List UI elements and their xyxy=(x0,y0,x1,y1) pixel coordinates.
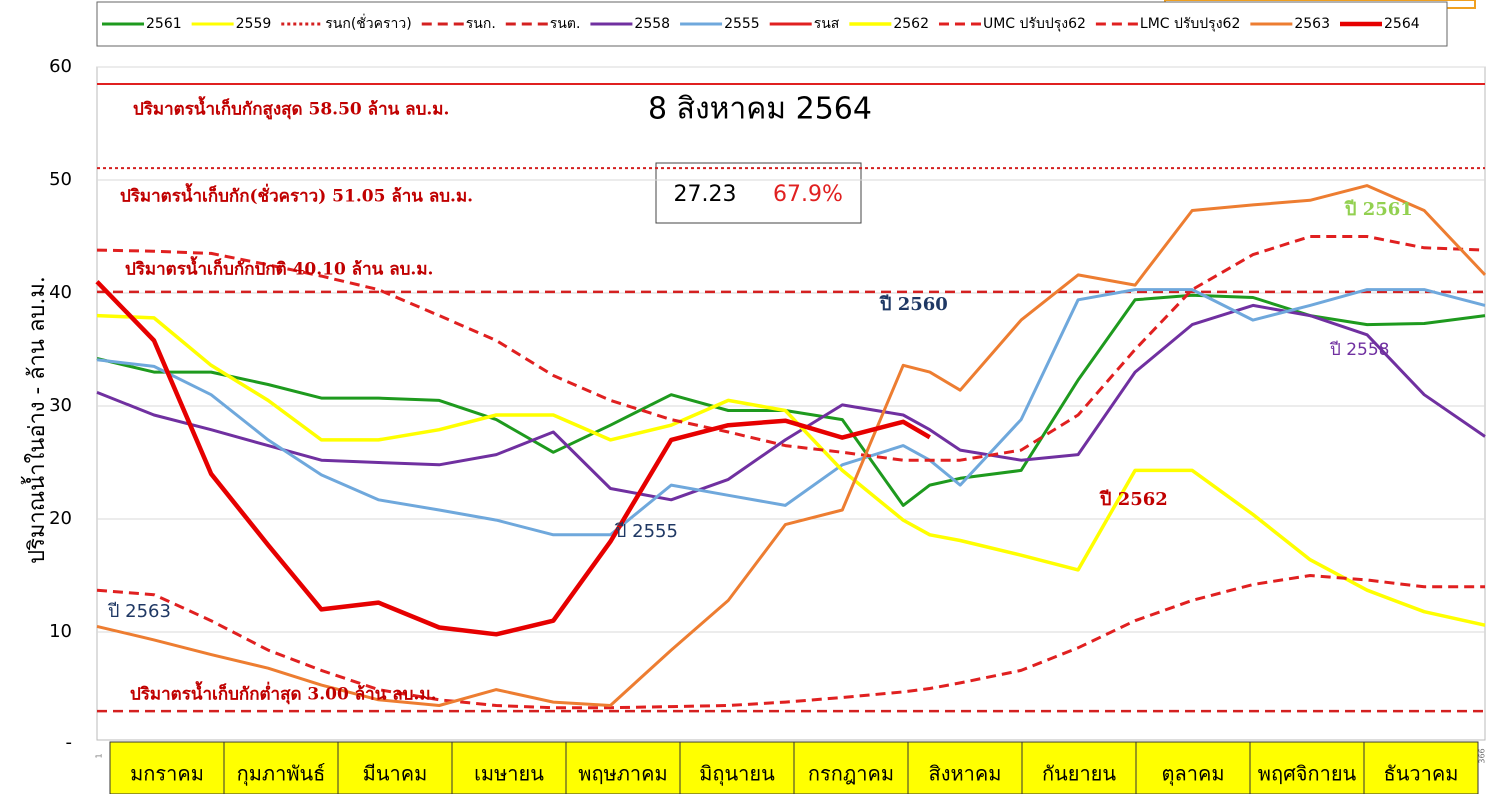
legend-label: รนก(ชั่วคราว) xyxy=(325,14,411,32)
legend-label: 2559 xyxy=(236,16,272,32)
annotation: ปี 2560 xyxy=(879,294,948,315)
annotation: ปี 2563 xyxy=(108,601,171,622)
legend-label: LMC ปรับปรุง62 xyxy=(1140,16,1240,32)
legend-label: รนส xyxy=(814,16,840,32)
month-label: พฤษภาคม xyxy=(578,762,667,786)
current-percent: 67.9% xyxy=(773,182,843,207)
series-line xyxy=(95,280,931,637)
annotation: ปริมาตรน้ำเก็บกักปกติ 40.10 ล้าน ลบ.ม. xyxy=(125,256,433,280)
legend-label: 2558 xyxy=(634,16,670,32)
x-tick-label: 1 xyxy=(95,753,104,758)
month-box xyxy=(451,741,567,795)
legend-label: 2555 xyxy=(724,16,760,32)
legend-label: 2564 xyxy=(1384,16,1420,32)
month-box xyxy=(1363,741,1479,795)
legend-box xyxy=(96,1,1448,47)
annotation: ปริมาตรน้ำเก็บกักต่ำสุด 3.00 ล้าน ลบ.ม. xyxy=(130,681,437,705)
y-tick-label: 40 xyxy=(49,282,72,303)
series-line xyxy=(96,288,1486,537)
y-tick-label: 50 xyxy=(49,169,72,190)
month-label: กุมภาพันธ์ xyxy=(237,762,326,787)
legend-label: 2562 xyxy=(893,16,929,32)
month-label: มกราคม xyxy=(130,762,204,786)
series-line xyxy=(96,574,1485,710)
legend-label: 2563 xyxy=(1294,16,1330,32)
month-label: เมษายน xyxy=(474,762,544,786)
month-label: พฤศจิกายน xyxy=(1258,762,1357,786)
month-label: มีนาคม xyxy=(363,762,428,786)
series-line xyxy=(96,293,1486,507)
series-line xyxy=(96,313,1486,627)
legend-label: UMC ปรับปรุง62 xyxy=(983,16,1086,32)
chart-title: 8 สิงหาคม 2564 xyxy=(648,92,872,127)
annotation: ปี 2562 xyxy=(1099,489,1168,510)
y-tick-label: - xyxy=(66,732,73,753)
annotation: ปี 2558 xyxy=(1329,340,1389,360)
month-box xyxy=(1021,741,1137,795)
month-box xyxy=(565,741,681,795)
month-label: กันยายน xyxy=(1042,762,1116,786)
month-box xyxy=(337,741,453,795)
month-label: สิงหาคม xyxy=(929,762,1002,786)
month-label: กรกฎาคม xyxy=(808,762,894,786)
y-tick-label: 10 xyxy=(49,621,72,642)
month-label: มิถุนายน xyxy=(699,762,775,787)
month-label: ตุลาคม xyxy=(1161,762,1224,787)
month-box xyxy=(1135,741,1251,795)
value-box xyxy=(655,162,862,224)
annotation: ปริมาตรน้ำเก็บกักสูงสุด 58.50 ล้าน ลบ.ม. xyxy=(133,96,449,121)
month-box xyxy=(1249,741,1365,795)
y-tick-label: 20 xyxy=(49,508,72,529)
y-tick-label: 30 xyxy=(49,395,72,416)
y-tick-label: 60 xyxy=(49,56,72,77)
month-box xyxy=(907,741,1023,795)
current-volume: 27.23 xyxy=(674,182,737,207)
legend-label: 2561 xyxy=(146,16,182,32)
legend-label: รนก. xyxy=(466,16,496,32)
series-line xyxy=(96,184,1487,707)
y-axis-label: ปริมาณน้ำในอ่าง - ล้าน ลบ.ม. xyxy=(21,276,50,564)
annotation: ปี 2555 xyxy=(615,521,678,542)
month-box xyxy=(679,741,795,795)
legend-label: รนต. xyxy=(550,16,581,32)
series-line xyxy=(96,303,1486,502)
annotation: ปริมาตรน้ำเก็บกัก(ชั่วคราว) 51.05 ล้าน ล… xyxy=(120,183,473,207)
series-line xyxy=(96,235,1486,462)
month-label: ธันวาคม xyxy=(1384,762,1459,786)
x-tick-label: 366 xyxy=(1478,748,1487,763)
annotation: ปี 2561 xyxy=(1344,199,1413,220)
